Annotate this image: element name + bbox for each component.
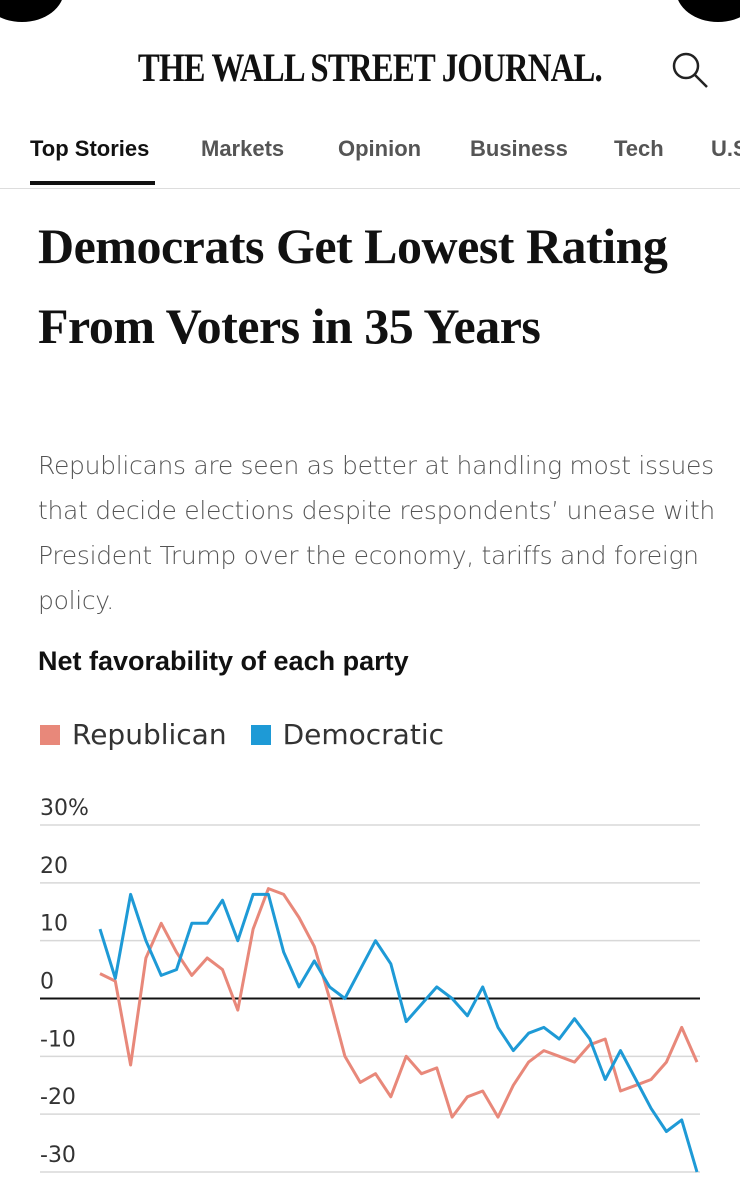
series-line <box>98 892 699 1173</box>
legend-label: Republican <box>72 718 227 751</box>
series-line <box>99 887 699 1119</box>
legend: Republican Democratic <box>40 718 468 751</box>
y-tick-label: -20 <box>40 1085 76 1110</box>
tab-indicator <box>30 181 155 185</box>
y-tick-label: 20 <box>40 854 68 879</box>
chart: 30% 20 10 0 -10 -20 -30 <box>40 796 700 1173</box>
legend-item: Democratic <box>250 718 444 751</box>
nav-tab[interactable]: Opinion <box>338 136 422 161</box>
search-icon[interactable] <box>670 50 710 90</box>
corner-button[interactable] <box>676 0 740 22</box>
legend-item: Republican <box>40 718 227 751</box>
y-tick-label: 30% <box>40 796 89 821</box>
nav-tab[interactable]: Top Stories <box>30 136 150 161</box>
y-tick-label: 0 <box>40 970 54 995</box>
nav-tab[interactable]: Markets <box>201 136 285 161</box>
nav-tab[interactable]: Business <box>470 136 568 161</box>
headline: Democrats Get Lowest Rating From Voters … <box>38 218 668 354</box>
legend-swatch <box>250 725 271 745</box>
nav-tab[interactable]: Tech <box>614 136 664 161</box>
legend-label: Democratic <box>282 718 444 751</box>
legend-swatch <box>40 725 60 745</box>
nav-bar: Top Stories Markets Opinion Business Tec… <box>0 132 740 189</box>
y-tick-label: 10 <box>40 912 68 937</box>
masthead[interactable]: THE WALL STREET JOURNAL. <box>0 44 740 91</box>
y-tick-label: -10 <box>40 1027 76 1052</box>
corner-button[interactable] <box>0 0 64 22</box>
nav-tab[interactable]: U.S. <box>711 136 740 161</box>
masthead-text: THE WALL STREET JOURNAL. <box>138 45 603 90</box>
chart-title: Net favorability of each party <box>38 646 409 676</box>
dek: Republicans are seen as better at handli… <box>38 451 715 615</box>
y-tick-label: -30 <box>40 1143 76 1168</box>
